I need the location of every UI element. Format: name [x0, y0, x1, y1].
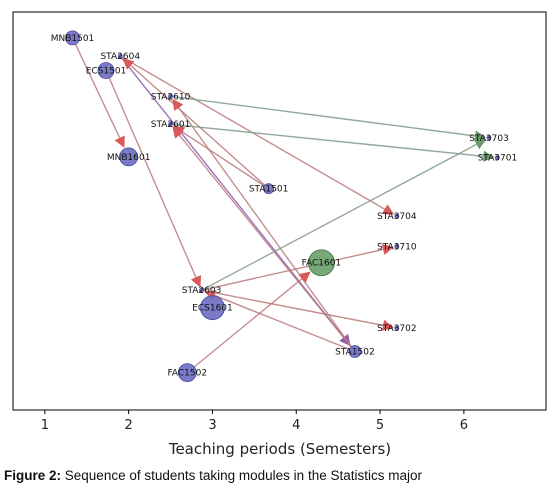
x-tick-label: 1 — [41, 418, 49, 433]
node-label-STA3701: STA3701 — [478, 154, 518, 164]
node-label-STA3702: STA3702 — [377, 324, 417, 334]
node-STA3702 — [394, 325, 400, 331]
caption-label: Figure 2: — [4, 468, 62, 483]
node-label-STA3710: STA3710 — [377, 242, 417, 252]
nodes-layer — [65, 30, 500, 382]
edge-STA2603-to-STA3702 — [203, 289, 394, 331]
node-STA3710 — [394, 244, 400, 249]
edge-STA1502-to-STA2610 — [172, 98, 352, 348]
node-label-ECS1601: ECS1601 — [192, 304, 233, 314]
edge-STA1502-to-STA2601 — [172, 126, 352, 348]
node-label-STA2610: STA2610 — [151, 92, 191, 102]
edge-STA2604-to-STA3704 — [121, 56, 395, 215]
node-label-MNB1601: MNB1601 — [107, 153, 151, 163]
node-label-MNB1501: MNB1501 — [51, 34, 95, 44]
edge-STA2603-to-STA3703 — [203, 139, 487, 290]
plot-frame — [12, 11, 547, 411]
figure-caption: Figure 2: Sequence of students taking mo… — [4, 468, 422, 483]
edge-STA1501-to-STA2604 — [122, 58, 266, 186]
x-axis-label: Teaching periods (Semesters) — [168, 440, 391, 458]
caption-text: Sequence of students taking modules in t… — [64, 468, 422, 483]
node-FAC1601 — [308, 249, 335, 277]
edge-STA1502-to-STA2603 — [204, 290, 350, 350]
node-label-ECS1501: ECS1501 — [86, 67, 127, 77]
node-label-FAC1502: FAC1502 — [168, 369, 208, 379]
x-axis-ticks: 1 2 3 4 5 6 — [41, 410, 468, 433]
node-MNB1601 — [119, 147, 139, 167]
node-label-FAC1601: FAC1601 — [302, 259, 342, 269]
node-STA2601 — [168, 121, 173, 127]
node-ECS1501 — [97, 62, 115, 79]
node-ECS1601 — [200, 295, 225, 321]
edge-STA1501-to-STA2601 — [172, 125, 265, 187]
node-label-STA3703: STA3703 — [469, 134, 509, 144]
x-tick-label: 6 — [460, 418, 468, 433]
x-tick-label: 4 — [292, 418, 300, 433]
edges-layer — [74, 43, 495, 368]
node-MNB1501 — [65, 30, 80, 46]
node-STA1502 — [348, 345, 362, 358]
node-STA3703 — [486, 135, 492, 141]
node-label-STA1502: STA1502 — [335, 347, 375, 357]
node-label-STA1501: STA1501 — [249, 185, 289, 195]
node-FAC1502 — [177, 363, 197, 382]
labels-layer: MNB1501 ECS1501 MNB1601 STA2604 STA2610 STA26… — [51, 34, 517, 379]
node-label-STA2604: STA2604 — [100, 52, 140, 62]
x-tick-label: 3 — [208, 418, 216, 433]
node-STA2604 — [117, 53, 123, 59]
node-STA2603 — [199, 287, 204, 293]
edge-MNB1501-to-MNB1601 — [74, 43, 125, 148]
node-STA3701 — [494, 155, 500, 161]
node-label-STA3704: STA3704 — [377, 212, 417, 222]
edge-STA2604-to-STA1502 — [120, 57, 351, 347]
x-tick-label: 2 — [125, 418, 133, 433]
edge-ECS1501-to-STA2603 — [108, 77, 202, 288]
edge-STA2603-to-STA3710 — [203, 244, 395, 291]
edge-STA2601-to-STA3701 — [172, 123, 495, 162]
node-STA2610 — [168, 93, 173, 99]
node-STA3704 — [394, 213, 400, 219]
edge-FAC1502-to-FAC1601 — [193, 271, 311, 368]
x-tick-label: 5 — [376, 418, 384, 433]
node-STA1501 — [263, 183, 275, 195]
node-label-STA2603: STA2603 — [182, 286, 222, 296]
edge-STA2610-to-STA3703 — [172, 95, 487, 142]
node-label-STA2601: STA2601 — [151, 120, 191, 130]
